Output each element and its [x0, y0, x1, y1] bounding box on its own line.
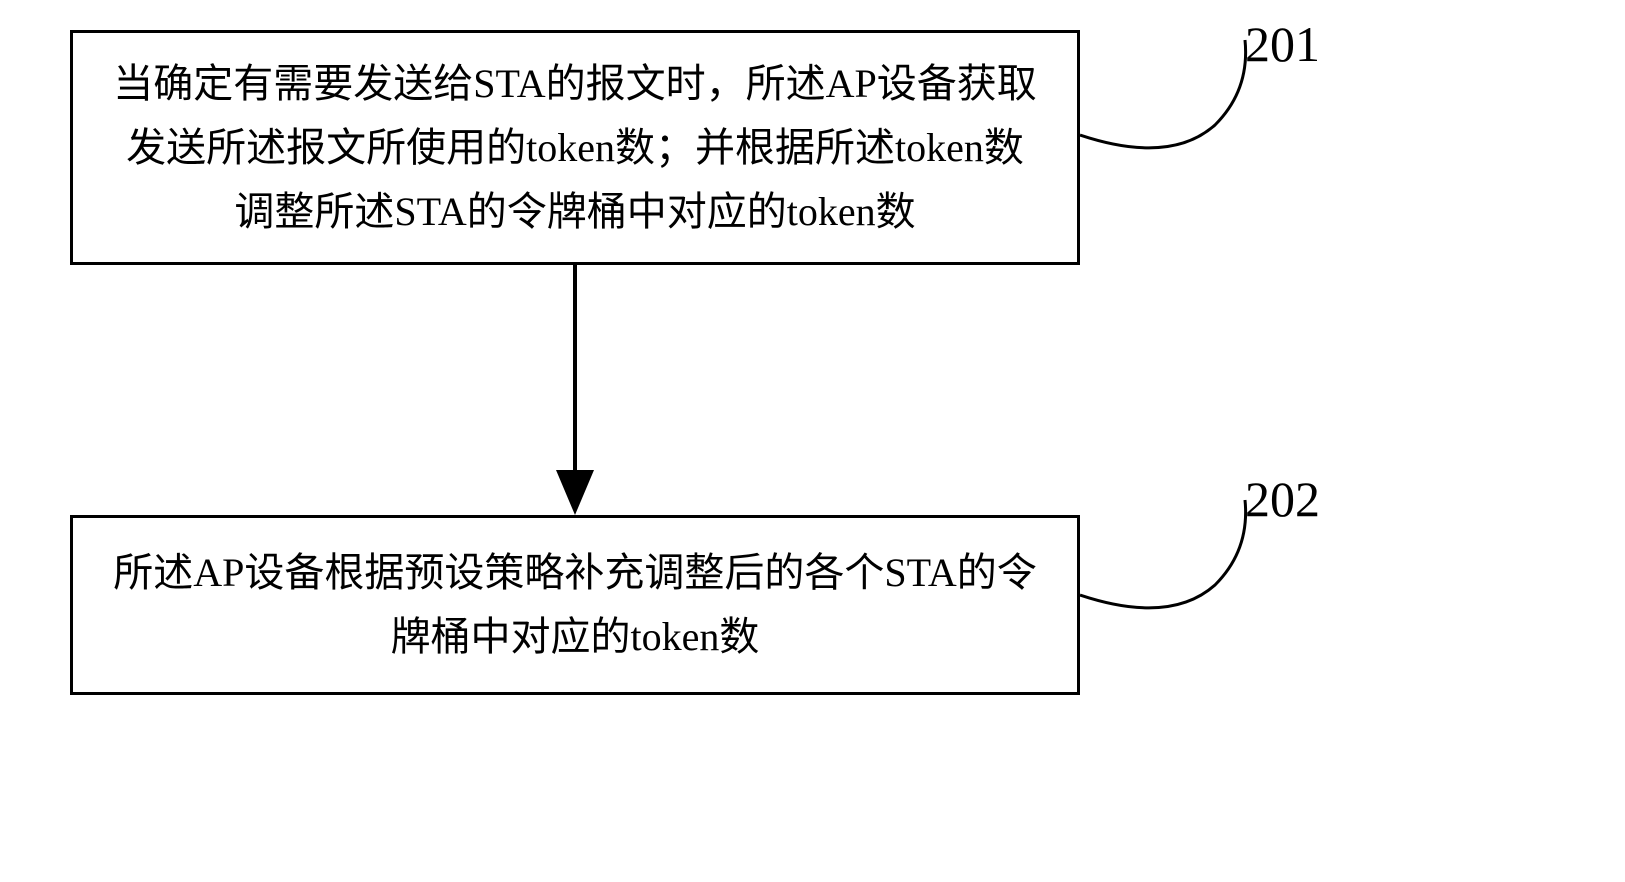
step-201-text: 当确定有需要发送给STA的报文时，所述AP设备获取发送所述报文所使用的token…	[113, 52, 1037, 244]
arrow-head	[556, 470, 594, 515]
connector-line-201	[1080, 30, 1260, 210]
flowchart-diagram: 当确定有需要发送给STA的报文时，所述AP设备获取发送所述报文所使用的token…	[0, 0, 1625, 882]
connector-line-202	[1080, 490, 1260, 670]
step-202-text: 所述AP设备根据预设策略补充调整后的各个STA的令牌桶中对应的token数	[113, 541, 1037, 669]
step-202-label: 202	[1245, 470, 1320, 528]
step-201-label: 201	[1245, 15, 1320, 73]
arrow-line	[573, 265, 577, 480]
flow-step-202: 所述AP设备根据预设策略补充调整后的各个STA的令牌桶中对应的token数	[70, 515, 1080, 695]
flow-step-201: 当确定有需要发送给STA的报文时，所述AP设备获取发送所述报文所使用的token…	[70, 30, 1080, 265]
